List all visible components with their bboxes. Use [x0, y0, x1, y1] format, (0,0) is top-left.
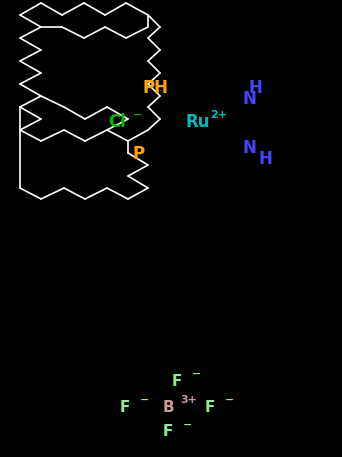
Text: −: − [183, 420, 192, 430]
Text: H: H [248, 79, 262, 97]
Text: H: H [258, 150, 272, 168]
Text: F: F [120, 399, 130, 414]
Text: P: P [132, 145, 144, 163]
Text: F: F [172, 373, 182, 388]
Text: 2+: 2+ [210, 110, 227, 120]
Text: 3+: 3+ [180, 395, 197, 405]
Text: N: N [242, 90, 256, 108]
Text: PH: PH [143, 79, 169, 97]
Text: −: − [133, 110, 142, 120]
Text: Ru: Ru [185, 113, 210, 131]
Text: Cl: Cl [108, 113, 126, 131]
Text: −: − [225, 395, 234, 405]
Text: N: N [242, 139, 256, 157]
Text: F: F [205, 399, 215, 414]
Text: B: B [163, 399, 175, 414]
Text: −: − [140, 395, 149, 405]
Text: F: F [163, 425, 173, 440]
Text: −: − [192, 369, 201, 379]
